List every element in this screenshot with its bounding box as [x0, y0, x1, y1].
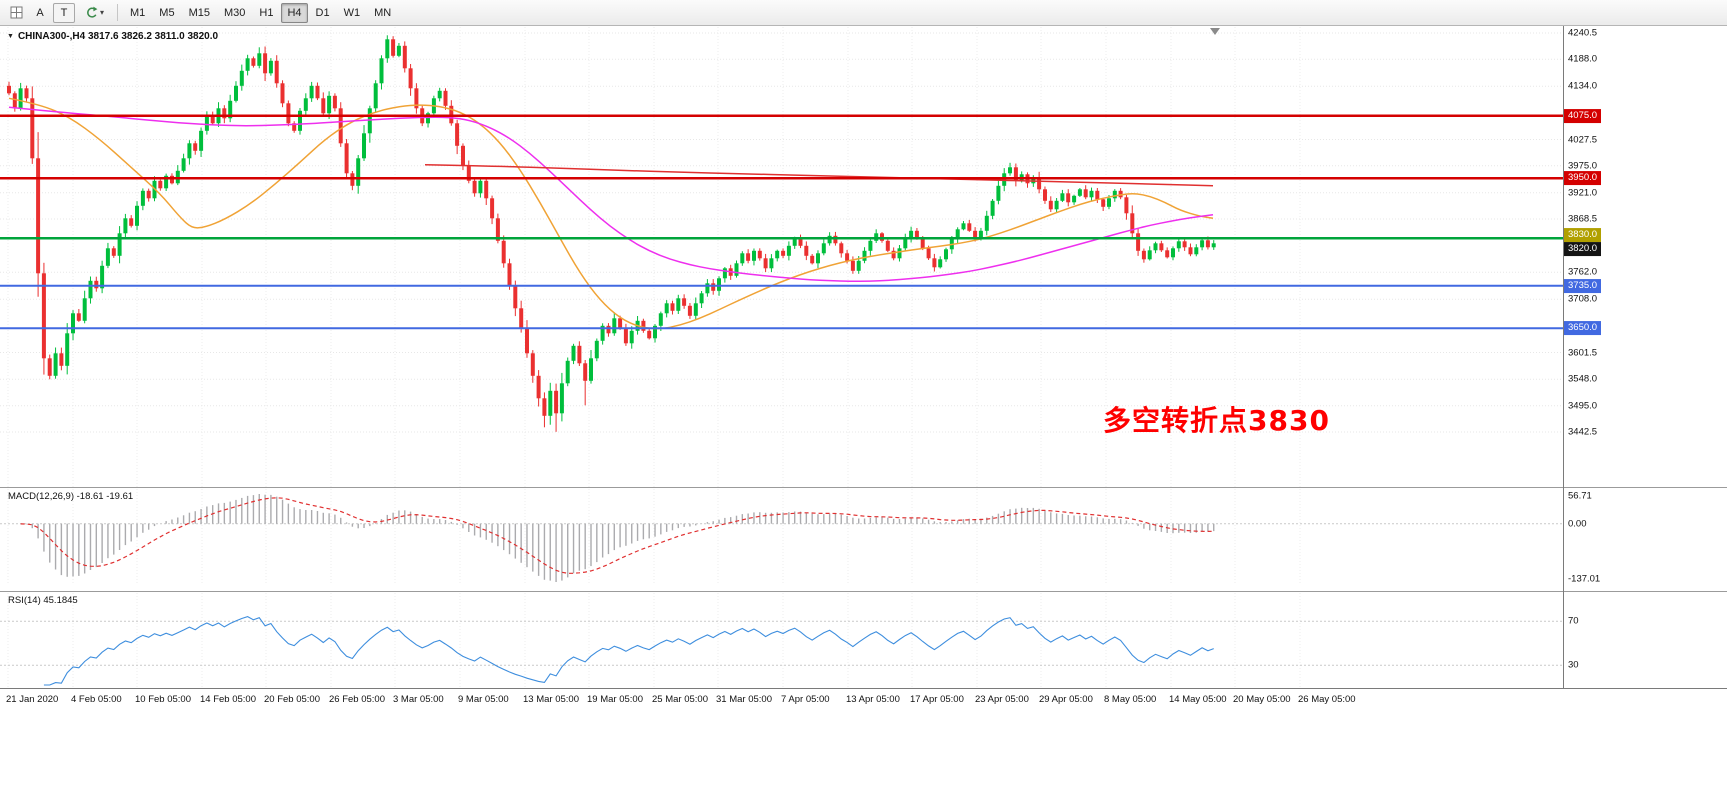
rsi-label: RSI(14) 45.1845 [8, 595, 78, 606]
timeframe-group: M1 M5 M15 M30 H1 H4 D1 W1 MN [123, 2, 398, 23]
timeframe-button-m1[interactable]: M1 [124, 3, 151, 23]
time-axis-label: 25 Mar 05:00 [652, 694, 708, 705]
price-grid-label-3868.5: 3868.5 [1568, 213, 1598, 225]
template-cycle-button[interactable]: ▾ [77, 2, 111, 24]
price-grid-label-3975.0: 3975.0 [1568, 160, 1598, 172]
price-grid-label-3921.0: 3921.0 [1568, 187, 1598, 199]
time-axis-label: 14 May 05:00 [1169, 694, 1227, 705]
ma-mid-magenta [8, 106, 1214, 283]
time-axis-label: 3 Mar 05:00 [393, 694, 444, 705]
toolbar: A T ▾ M1 M5 M15 M30 H1 H4 D1 W1 MN [0, 0, 1727, 26]
chart-title: ▼ CHINA300-,H4 3817.6 3826.2 3811.0 3820.… [7, 31, 218, 42]
price-grid-label-4188.0: 4188.0 [1568, 53, 1598, 65]
price-badge-4075.0: 4075.0 [1564, 108, 1602, 123]
time-axis-label: 19 Mar 05:00 [587, 694, 643, 705]
time-axis-label: 20 Feb 05:00 [264, 694, 320, 705]
time-axis-label: 26 May 05:00 [1298, 694, 1356, 705]
indicator-layer [0, 494, 1563, 686]
price-grid-label-3708.0: 3708.0 [1568, 293, 1598, 305]
timeframe-button-m5[interactable]: M5 [153, 3, 180, 23]
price-grid-label-4027.5: 4027.5 [1568, 134, 1598, 145]
macd-signal-line [20, 497, 1214, 574]
price-grid-label-3495.0: 3495.0 [1568, 400, 1598, 412]
time-axis-label: 21 Jan 2020 [6, 694, 59, 705]
chart-shift-marker-icon[interactable] [1210, 28, 1220, 35]
timeframe-button-h4[interactable]: H4 [281, 2, 308, 23]
candles-layer [7, 35, 1216, 432]
rsi-level-70: 70 [1568, 615, 1579, 627]
time-axis-label: 31 Mar 05:00 [716, 694, 772, 705]
time-axis-label: 9 Mar 05:00 [458, 694, 509, 705]
time-axis-label: 14 Feb 05:00 [200, 694, 256, 705]
time-axis[interactable]: 21 Jan 2020 4 Feb 05:00 10 Feb 05:00 14 Feb… [0, 688, 1727, 715]
time-axis-label: 10 Feb 05:00 [135, 694, 191, 705]
time-axis-label: 26 Feb 05:00 [329, 694, 385, 705]
price-grid-label-3601.5: 3601.5 [1568, 347, 1598, 358]
text-tool-button[interactable]: T [53, 2, 75, 23]
chart-canvas[interactable] [0, 26, 1727, 787]
ma-fast-orange [8, 97, 1214, 330]
timeframe-button-m15[interactable]: M15 [183, 3, 216, 23]
price-grid-label-4134.0: 4134.0 [1568, 80, 1598, 92]
time-axis-label: 13 Mar 05:00 [523, 694, 579, 705]
moving-averages-layer [8, 97, 1214, 330]
timeframe-button-m30[interactable]: M30 [218, 3, 251, 23]
chevron-down-icon: ▾ [99, 8, 104, 17]
panel-separators [0, 28, 1727, 592]
price-grid-label-4240.5: 4240.5 [1568, 27, 1598, 39]
rsi-level-30: 30 [1568, 659, 1579, 671]
rsi-line [43, 616, 1214, 686]
chart-title-text: CHINA300-,H4 3817.6 3826.2 3811.0 3820.0 [17, 31, 219, 42]
timeframe-button-h1[interactable]: H1 [253, 3, 279, 23]
time-axis-label: 13 Apr 05:00 [846, 694, 900, 705]
macd-scale-max: 56.71 [1568, 490, 1592, 502]
annotation-a-button[interactable]: A [29, 3, 51, 23]
price-badge-3650.0: 3650.0 [1564, 321, 1602, 336]
price-badge-3735.0: 3735.0 [1564, 278, 1602, 293]
time-axis-label: 29 Apr 05:00 [1039, 694, 1093, 705]
time-axis-label: 4 Feb 05:00 [71, 694, 122, 705]
time-axis-label: 20 May 05:00 [1233, 694, 1291, 705]
timeframe-button-d1[interactable]: D1 [310, 3, 336, 23]
macd-scale-min: -137.01 [1568, 573, 1601, 585]
time-axis-label: 17 Apr 05:00 [910, 694, 964, 705]
chart-annotation-text: 多空转折点3830 [1103, 404, 1330, 437]
timeframe-button-w1[interactable]: W1 [338, 3, 367, 23]
time-axis-label: 23 Apr 05:00 [975, 694, 1029, 705]
cycle-arrows-icon [87, 6, 98, 18]
price-scale[interactable]: 4240.5 4188.0 4134.0 4075.0 4027.5 3975.0 3950… [1563, 26, 1727, 688]
chart-grid-icon-svg [10, 6, 22, 19]
time-axis-label: 8 May 05:00 [1104, 694, 1157, 705]
price-grid-label-3548.0: 3548.0 [1568, 373, 1598, 385]
price-grid-label-3442.5: 3442.5 [1568, 426, 1598, 438]
ma-slow-red [424, 164, 1214, 187]
toolbar-separator [117, 4, 118, 21]
timeframe-button-mn[interactable]: MN [368, 3, 397, 23]
price-badge-3830.0: 3830.0 [1564, 228, 1602, 243]
chart-marker-icon: ▼ [7, 33, 14, 40]
time-axis-label: 7 Apr 05:00 [781, 694, 830, 705]
macd-scale-zero: 0.00 [1568, 518, 1587, 530]
price-grid-label-3762.0: 3762.0 [1568, 266, 1598, 278]
chart-grid-icon[interactable] [5, 3, 27, 23]
horizontal-lines-layer [0, 114, 1563, 330]
macd-label: MACD(12,26,9) -18.61 -19.61 [8, 491, 134, 502]
price-badge-3950.0: 3950.0 [1564, 171, 1602, 186]
price-badge-3820.0: 3820.0 [1564, 242, 1602, 257]
